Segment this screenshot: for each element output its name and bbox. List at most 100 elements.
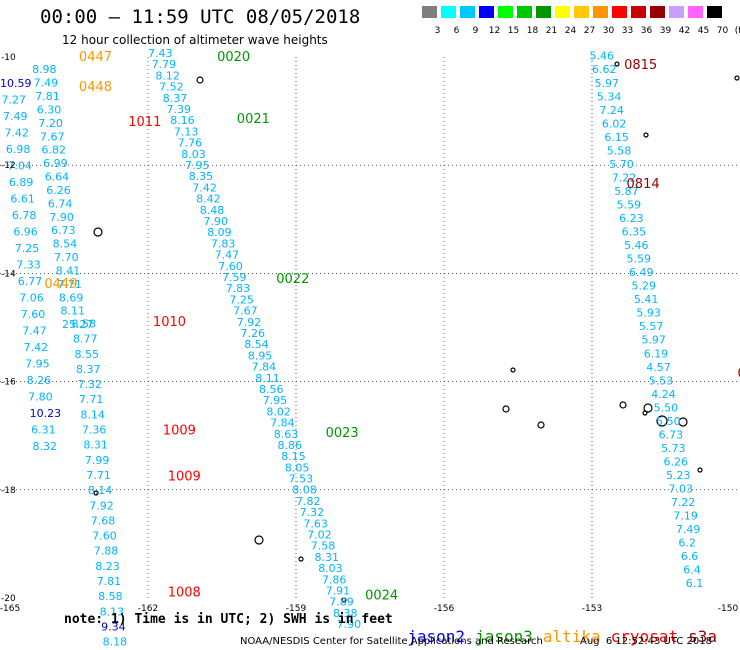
swh-value: 7.36 bbox=[82, 424, 107, 437]
swh-value: 8.31 bbox=[315, 551, 340, 564]
swh-value: 8.41 bbox=[56, 264, 81, 277]
x-tick-label: -162 bbox=[138, 604, 158, 614]
y-tick-label: -10 bbox=[1, 53, 16, 63]
swh-value: 6.74 bbox=[48, 197, 73, 210]
swh-value: 8.05 bbox=[285, 461, 310, 474]
swh-value: 5.59 bbox=[627, 253, 652, 266]
pass-time-label: 1009 bbox=[163, 423, 196, 438]
swh-value: 9.34 bbox=[101, 620, 126, 633]
island-outline bbox=[341, 597, 347, 603]
pass-time-label: 0022 bbox=[276, 272, 309, 287]
swh-value: 7.68 bbox=[91, 514, 116, 527]
swh-value: 8.86 bbox=[278, 439, 303, 452]
pass-time-label: 0448 bbox=[79, 80, 112, 95]
swh-value: 6.2 bbox=[678, 537, 696, 550]
swh-value: 7.06 bbox=[19, 291, 43, 304]
y-tick-label: -16 bbox=[1, 378, 16, 388]
swh-value: 5.97 bbox=[641, 334, 666, 347]
swh-value: 7.63 bbox=[303, 517, 328, 530]
color-scale-label: (ft) bbox=[734, 26, 740, 36]
swh-value: 5.46 bbox=[624, 239, 649, 252]
swh-value: 6.6 bbox=[681, 550, 699, 563]
legend-cryosat: cryosat bbox=[610, 627, 679, 646]
color-swatch bbox=[460, 6, 475, 18]
swh-value: 8.14 bbox=[80, 408, 105, 421]
swh-value: 6.62 bbox=[592, 63, 617, 76]
island-outline bbox=[734, 75, 740, 81]
x-tick-label: -156 bbox=[434, 604, 455, 614]
color-scale-label: 15 bbox=[507, 26, 520, 36]
island-outline bbox=[502, 405, 510, 413]
swh-value: 7.24 bbox=[599, 104, 624, 117]
swh-value: 7.26 bbox=[241, 327, 266, 340]
pass-time-label: 1009 bbox=[168, 469, 201, 484]
color-swatch bbox=[441, 6, 456, 18]
swh-value: 5.46 bbox=[590, 50, 615, 63]
swh-value: 7.60 bbox=[92, 530, 117, 543]
swh-value: 7.92 bbox=[237, 316, 261, 329]
legend-jason2: jason2 bbox=[407, 627, 466, 646]
color-swatch bbox=[669, 6, 684, 18]
island-outline bbox=[643, 132, 649, 138]
x-tick-label: -165 bbox=[0, 604, 20, 614]
color-scale-label: 27 bbox=[583, 26, 596, 36]
color-swatch bbox=[593, 6, 608, 18]
swh-value: 7.95 bbox=[25, 357, 50, 370]
swh-value: 8.98 bbox=[32, 63, 57, 76]
swh-value: 7.59 bbox=[222, 271, 247, 284]
swh-value: 8.12 bbox=[155, 69, 180, 82]
swh-value: 8.11 bbox=[255, 372, 279, 385]
color-swatch bbox=[612, 6, 627, 18]
swh-value: 10.59 bbox=[0, 77, 32, 90]
swh-value: 7.83 bbox=[226, 282, 251, 295]
swh-value: 7.90 bbox=[204, 215, 229, 228]
swh-value: 7.83 bbox=[211, 237, 236, 250]
legend-jason3: jason3 bbox=[475, 627, 533, 646]
swh-value: 7.92 bbox=[89, 499, 114, 512]
pass-time-label: 0023 bbox=[326, 426, 359, 441]
swh-value: 5.73 bbox=[661, 442, 686, 455]
swh-value: 8.11 bbox=[60, 305, 85, 318]
swh-value: 6.99 bbox=[43, 157, 68, 170]
swh-value: 6.96 bbox=[13, 225, 38, 238]
color-swatch bbox=[498, 6, 513, 18]
swh-value: 7.43 bbox=[148, 47, 173, 60]
color-scale-label: 36 bbox=[640, 26, 653, 36]
color-scale-label: 24 bbox=[564, 26, 577, 36]
page-subtitle: 12 hour collection of altimeter wave hei… bbox=[62, 33, 328, 47]
swh-value: 5.97 bbox=[594, 77, 619, 90]
pass-time-label: 1011 bbox=[128, 115, 161, 130]
pass-time-label: 0449 bbox=[44, 277, 77, 292]
color-swatch bbox=[688, 6, 703, 18]
swh-value: 7.84 bbox=[252, 361, 277, 374]
swh-value: 6.1 bbox=[686, 577, 704, 590]
swh-value: 8.69 bbox=[59, 291, 84, 304]
swh-value: 6.19 bbox=[644, 347, 669, 360]
swh-value: 8.31 bbox=[83, 439, 108, 452]
page-title: 00:00 – 11:59 UTC 08/05/2018 bbox=[40, 6, 361, 28]
swh-value: 5.58 bbox=[607, 144, 632, 157]
swh-value: 8.56 bbox=[259, 383, 284, 396]
swh-value: 8.03 bbox=[181, 148, 206, 161]
pass-time-label: 0021 bbox=[237, 112, 270, 127]
island-outline bbox=[510, 367, 516, 373]
swh-value: 6.26 bbox=[664, 455, 689, 468]
swh-value: 8.08 bbox=[292, 484, 317, 497]
swh-value: 7.33 bbox=[16, 258, 40, 271]
pass-time-label: 1010 bbox=[153, 315, 186, 330]
swh-value: 7.25 bbox=[15, 242, 40, 255]
y-tick-label: -12 bbox=[1, 161, 16, 171]
swh-value: 7.49 bbox=[3, 110, 28, 123]
swh-value: 8.48 bbox=[200, 204, 225, 217]
island-outline bbox=[298, 556, 304, 562]
island-outline bbox=[93, 490, 99, 496]
color-swatch bbox=[536, 6, 551, 18]
pass-time-label: 0024 bbox=[365, 588, 398, 603]
swh-value: 6.26 bbox=[46, 184, 71, 197]
color-scale-label: 70 bbox=[716, 26, 729, 36]
pass-time-label: 1008 bbox=[168, 586, 201, 601]
x-tick-label: -153 bbox=[582, 604, 602, 614]
swh-value: 7.03 bbox=[668, 483, 693, 496]
island-outline bbox=[643, 403, 653, 413]
color-swatch bbox=[631, 6, 646, 18]
